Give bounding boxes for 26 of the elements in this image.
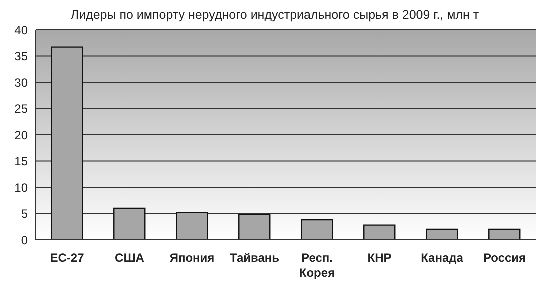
x-tick-label: Тайвань — [230, 251, 280, 265]
x-tick-label: Япония — [170, 251, 215, 265]
bar — [176, 212, 208, 240]
y-tick-label: 40 — [14, 23, 28, 38]
x-tick-label: США — [115, 251, 145, 265]
x-tick-label: Респ. Корея — [299, 251, 336, 280]
x-tick-label: КНР — [368, 251, 392, 265]
y-tick-label: 20 — [14, 128, 28, 142]
bar — [488, 228, 521, 240]
bar — [114, 208, 146, 240]
chart-title: Лидеры по импорту нерудного индустриального сырья в 2009 г., млн т — [70, 8, 480, 22]
y-tick-label: 35 — [14, 50, 28, 64]
x-tick-label: ЕС-27 — [50, 251, 85, 265]
bar — [364, 224, 396, 240]
y-tick-label: 15 — [14, 154, 28, 169]
y-tick-label: 0 — [21, 233, 28, 248]
y-tick-label: 5 — [21, 207, 28, 222]
x-tick-label: Россия — [483, 251, 526, 265]
bar — [51, 46, 84, 240]
bar — [301, 219, 334, 240]
bar — [426, 228, 458, 240]
y-tick-label: 30 — [14, 76, 28, 90]
bar — [238, 214, 271, 240]
y-tick-label: 10 — [14, 180, 28, 195]
y-tick-label: 25 — [14, 102, 28, 116]
x-tick-label: Канада — [421, 251, 464, 265]
